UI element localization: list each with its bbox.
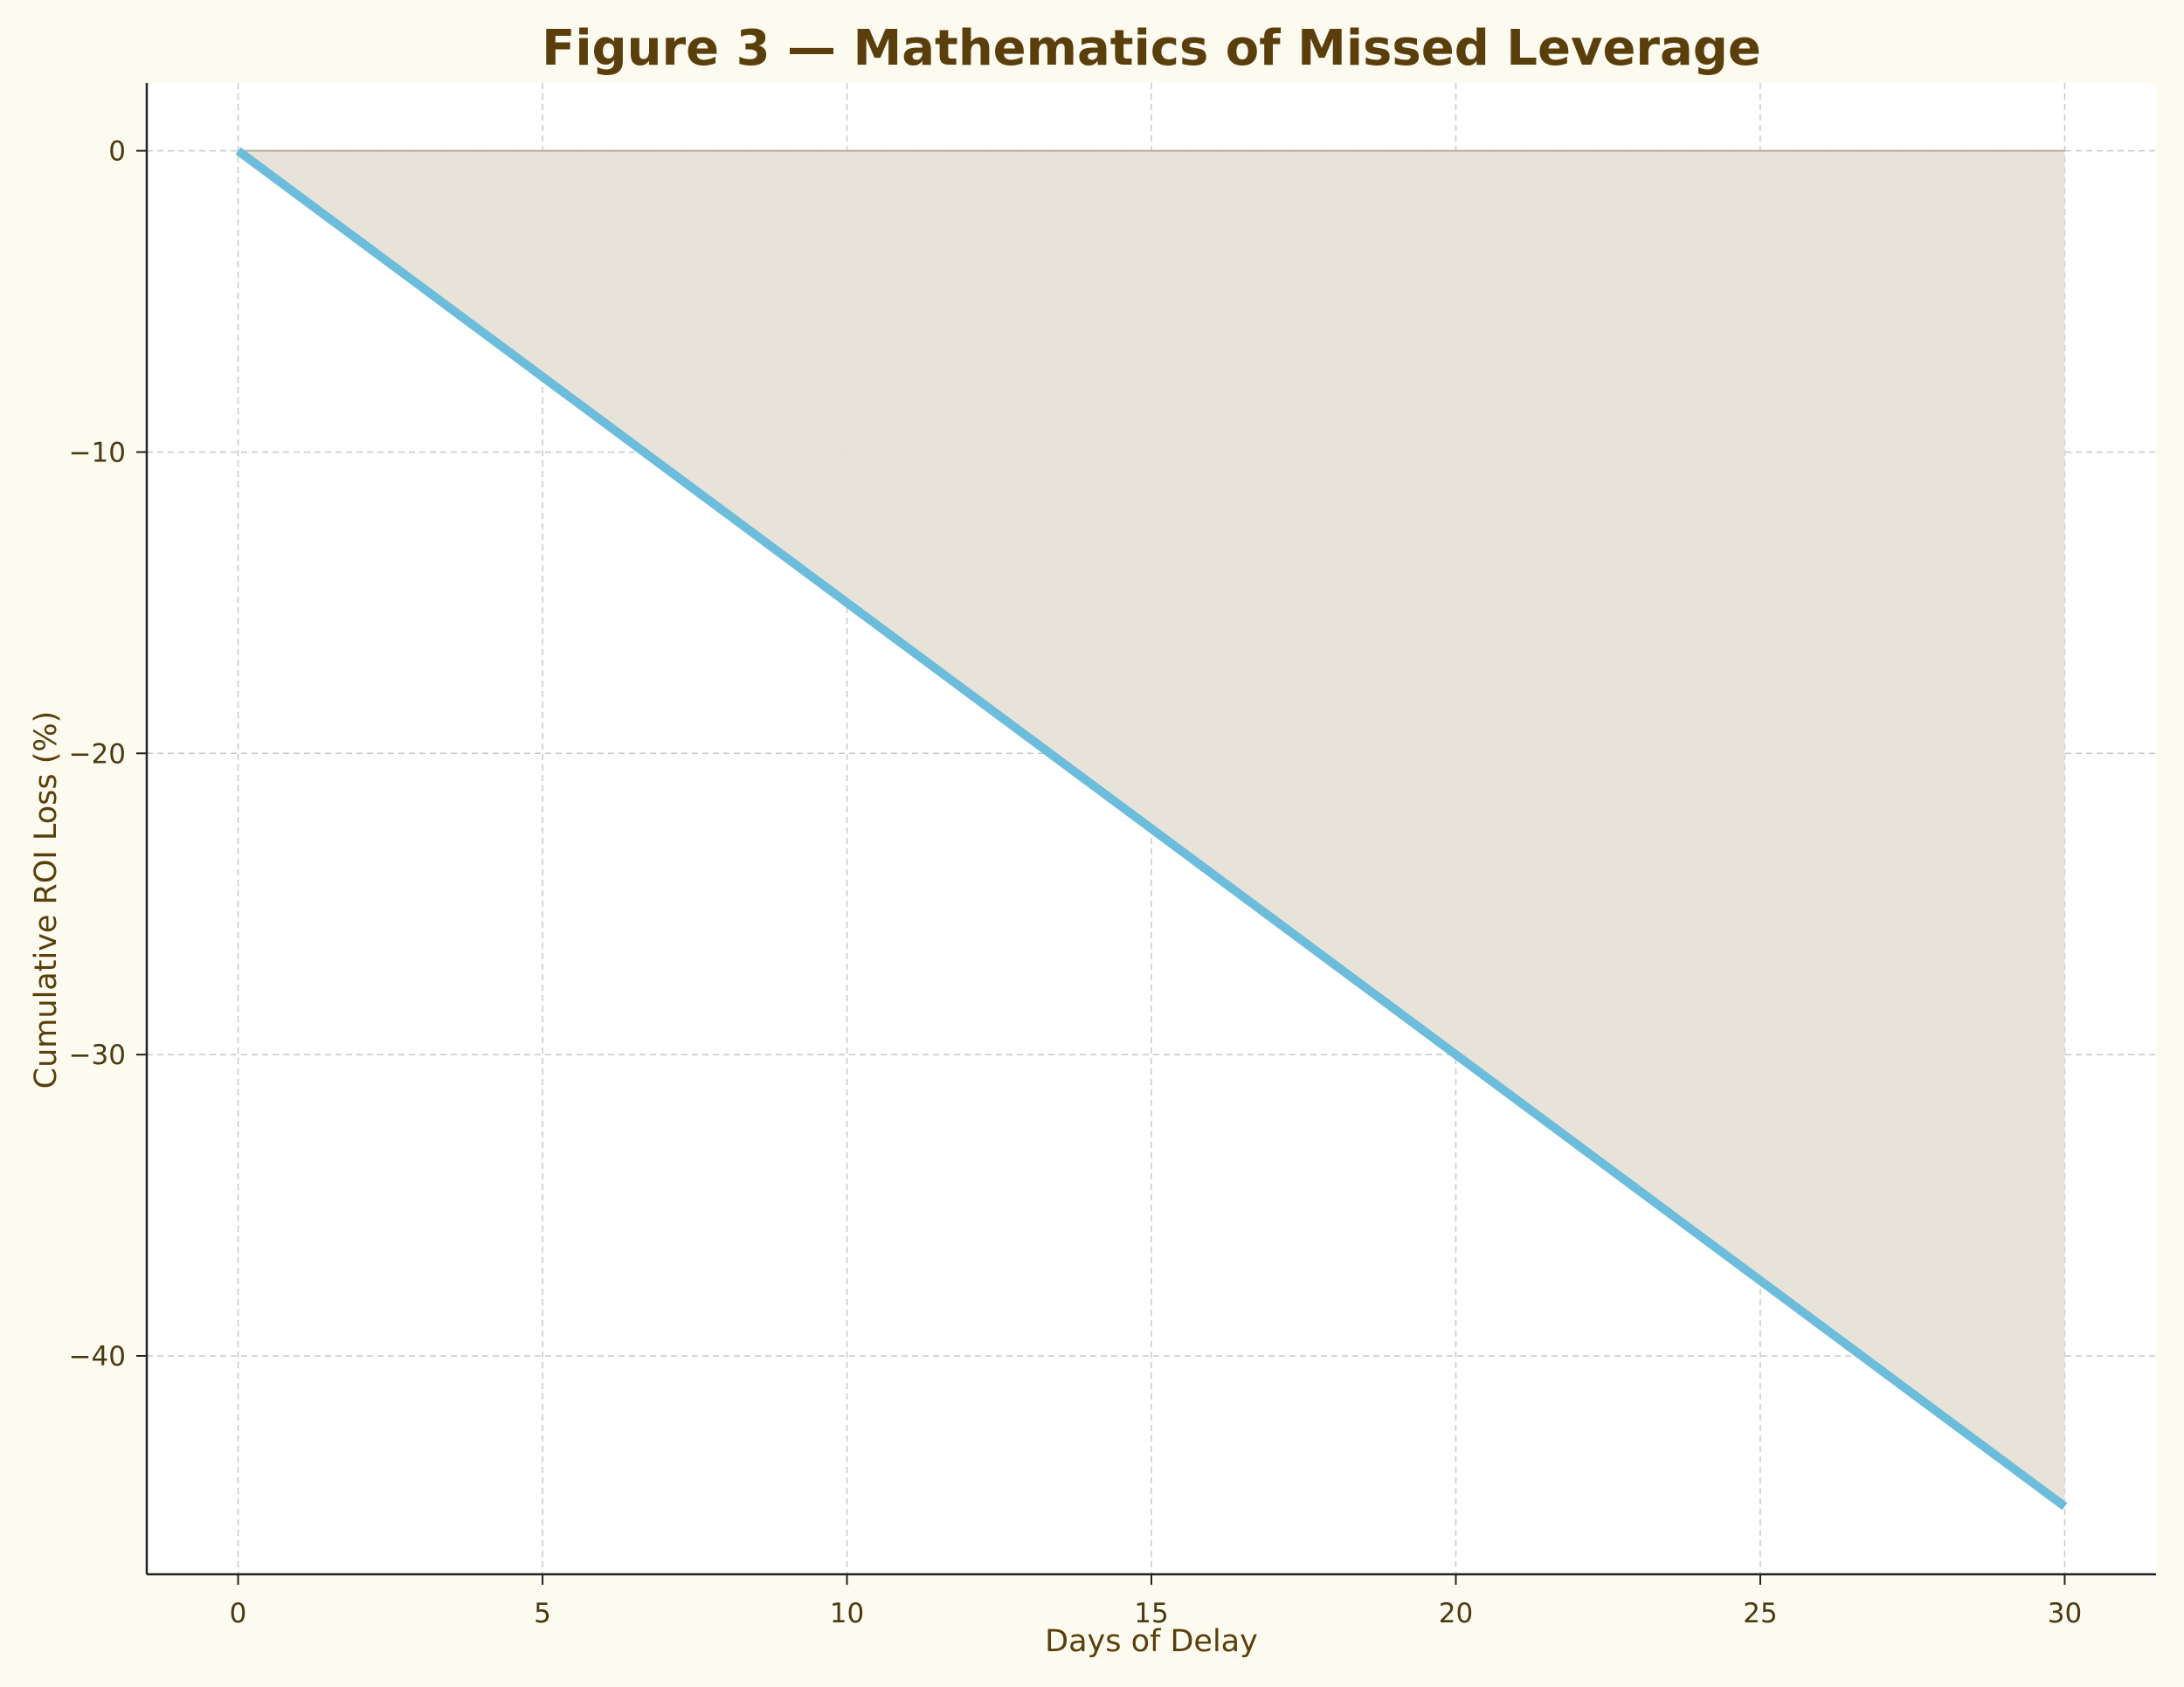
x-tick-label-20: 20: [1439, 1598, 1473, 1629]
y-axis-label: Cumulative ROI Loss (%): [29, 711, 64, 1089]
x-tick-label-15: 15: [1134, 1598, 1168, 1629]
y-tick-label-4: −40: [69, 1341, 126, 1372]
x-tick-label-25: 25: [1743, 1598, 1777, 1629]
y-tick-label-2: −20: [69, 738, 126, 770]
x-tick-label-10: 10: [830, 1598, 864, 1629]
chart-title: Figure 3 — Mathematics of Missed Leverag…: [542, 20, 1761, 77]
ticks: 0 5 10 15 20 25 30 0 −10 −20 −30 −40: [69, 136, 2083, 1629]
y-tick-label-0: 0: [108, 136, 126, 168]
roi-loss-line: [235, 147, 2068, 1511]
y-tick-label-3: −30: [69, 1040, 126, 1071]
x-tick-label-30: 30: [2048, 1598, 2082, 1629]
x-tick-label-5: 5: [534, 1598, 551, 1629]
x-tick-label-0: 0: [230, 1598, 247, 1629]
y-tick-label-1: −10: [69, 437, 126, 468]
x-axis-label: Days of Delay: [1045, 1624, 1258, 1659]
